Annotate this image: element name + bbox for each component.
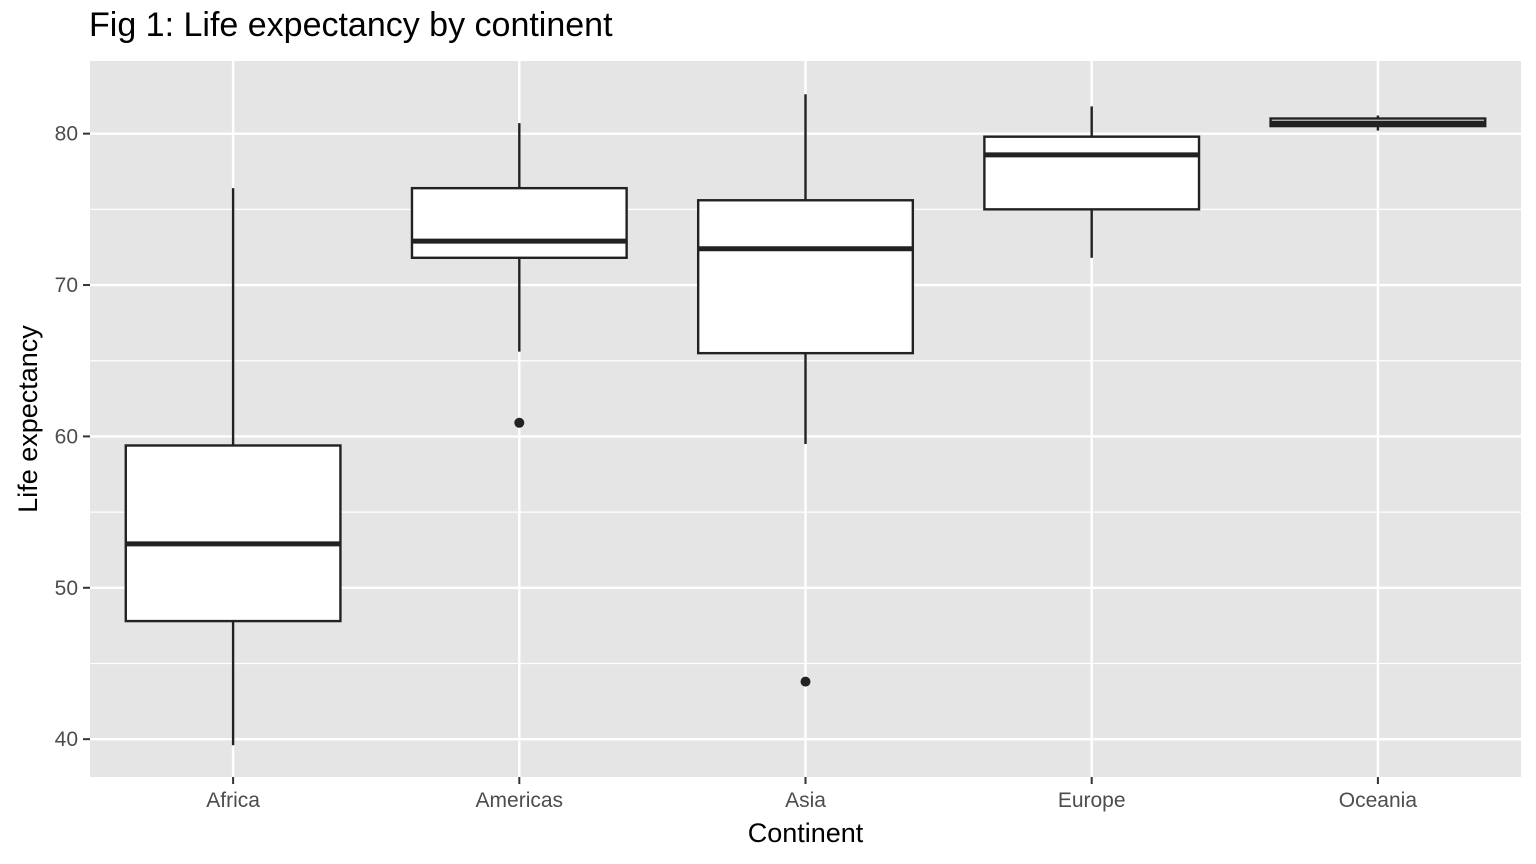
box-iqr [124, 444, 342, 623]
x-tick-label: Americas [476, 789, 564, 812]
y-tick-label: 80 [55, 123, 78, 146]
outlier-point [800, 676, 811, 687]
x-tick-label: Oceania [1339, 789, 1418, 812]
box-iqr [696, 199, 915, 355]
box-americas [410, 123, 628, 428]
y-tick-label: 50 [55, 577, 78, 600]
x-tick-label: Asia [785, 789, 826, 812]
x-axis-title: Continent [748, 818, 864, 848]
box-asia [696, 94, 915, 687]
box-oceania [1269, 115, 1487, 131]
y-tick-label: 40 [55, 728, 78, 751]
y-tick-label: 60 [55, 425, 78, 448]
x-tick-label: Africa [206, 789, 260, 812]
boxes-layer [124, 94, 1487, 746]
x-tick-label: Europe [1058, 789, 1126, 812]
box-africa [124, 188, 342, 746]
y-axis: 40 50 60 70 80 [55, 123, 90, 751]
y-axis-title: Life expectancy [13, 325, 43, 513]
y-tick-label: 70 [55, 274, 78, 297]
x-axis: Africa Americas Asia Europe Oceania [206, 777, 1417, 812]
chart-title: Fig 1: Life expectancy by continent [89, 6, 613, 44]
outlier-point [514, 417, 525, 428]
box-europe [983, 106, 1201, 258]
box-iqr [983, 135, 1201, 211]
box-iqr [410, 186, 628, 259]
